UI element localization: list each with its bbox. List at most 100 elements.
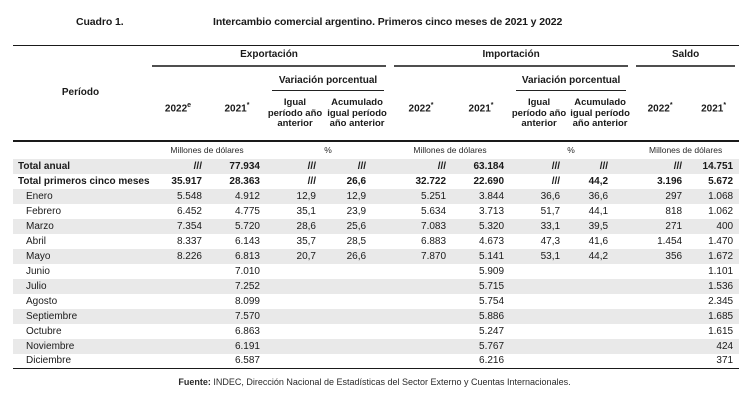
header-row-subcols: Igual período año anterior Acumulado igu… (13, 91, 739, 141)
cell: 297 (665, 190, 683, 202)
cell: 424 (716, 340, 734, 352)
cell: 51,7 (540, 205, 561, 217)
cell (266, 279, 324, 294)
column-header-exp-acumulado: Acumulado igual período año anterior (327, 96, 387, 130)
row-label: Mayo (26, 250, 51, 262)
cell: 5.141 (479, 250, 505, 262)
cell (324, 279, 390, 294)
group-header-importacion: Importación (390, 46, 632, 69)
cell: 818 (665, 205, 683, 217)
cell: 5.715 (479, 280, 505, 292)
units-saldo-millones: Millones de dólares (632, 139, 740, 159)
cell (390, 354, 452, 369)
source-label: Fuente: (178, 377, 211, 387)
cell: 8.099 (234, 295, 260, 307)
cell: 33,1 (540, 220, 561, 232)
row-label: Septiembre (26, 310, 78, 322)
cell: 1.672 (708, 250, 734, 262)
cell: 12,9 (346, 190, 367, 202)
row-label: Total primeros cinco meses (18, 175, 150, 187)
cell: 6.813 (234, 250, 260, 262)
cell: 47,3 (540, 235, 561, 247)
cell (510, 324, 568, 339)
cell: 6.587 (234, 355, 260, 367)
header-row-variacion: 2022e 2021* Variación porcentual 2022* 2… (13, 69, 739, 115)
cell: 22.690 (473, 175, 505, 187)
cell: 1.536 (708, 280, 734, 292)
cell (324, 339, 390, 354)
cell: 63.184 (473, 160, 505, 172)
cell (148, 264, 208, 279)
row-label: Abril (26, 235, 47, 247)
cell (390, 264, 452, 279)
cell: 25,6 (346, 220, 367, 232)
cell (148, 354, 208, 369)
cell (148, 339, 208, 354)
cell: 8.337 (176, 235, 202, 247)
cell: 6.216 (479, 355, 505, 367)
cell (148, 324, 208, 339)
column-header-exp-2021: 2021* (224, 101, 250, 115)
cell (148, 279, 208, 294)
cell (266, 264, 324, 279)
cell: 271 (665, 220, 683, 232)
cell: 35.917 (171, 175, 202, 187)
cell: 5.634 (421, 205, 447, 217)
cell (632, 354, 688, 369)
cell: 5.720 (234, 220, 260, 232)
cell: 7.083 (421, 220, 447, 232)
cell (510, 309, 568, 324)
row-label: Febrero (26, 205, 62, 217)
column-header-imp-2021: 2021* (468, 101, 494, 115)
cell (510, 294, 568, 309)
cell: 26,6 (346, 175, 367, 187)
cell: 35,1 (296, 205, 316, 217)
table-title-text: Intercambio comercial argentino. Primero… (213, 16, 563, 28)
table-row: Mayo 8.226 6.813 20,7 26,6 7.870 5.141 53,1 44,2… (13, 248, 740, 264)
cell (510, 354, 568, 369)
group-header-saldo: Saldo (632, 46, 739, 69)
cell: 20,7 (296, 250, 316, 262)
row-label: Diciembre (26, 355, 72, 367)
cell (390, 309, 452, 324)
units-empty (13, 139, 148, 159)
cell: /// (437, 160, 447, 172)
cell (568, 339, 632, 354)
table-row: Total anual /// 77.934 /// /// /// 63.184 /// //… (13, 158, 740, 174)
cell (324, 324, 390, 339)
cell: 1.101 (708, 265, 734, 277)
cell (148, 294, 208, 309)
row-label: Noviembre (26, 340, 75, 352)
cell: 5.909 (479, 265, 505, 277)
table-row: Septiembre 7.570 5.886 1.685 (13, 308, 740, 324)
cell (632, 264, 688, 279)
cell: 4.673 (479, 235, 505, 247)
table-row: Agosto 8.099 5.754 2.345 (13, 294, 739, 309)
cell (632, 339, 688, 354)
cell: 8.226 (176, 250, 202, 262)
cell (266, 294, 324, 309)
cell: 3.713 (479, 205, 505, 217)
cell: /// (551, 175, 561, 187)
table-row: Marzo 7.354 5.720 28,6 25,6 7.083 5.320 33,1 39,… (13, 218, 740, 234)
row-label: Octubre (26, 325, 62, 337)
cell: 1.068 (708, 190, 734, 202)
cell (510, 264, 568, 279)
units-exp-percent: % (266, 139, 391, 159)
cell (632, 309, 688, 324)
table-row: Total primeros cinco meses 35.917 28.363 //… (13, 174, 739, 189)
cell: 1.470 (708, 235, 734, 247)
subgroup-header-imp-variacion: Variación porcentual (510, 69, 632, 91)
column-header-exp-igual: Igual período año anterior (267, 96, 323, 130)
cell (324, 294, 390, 309)
cell: 3.196 (657, 175, 683, 187)
table-row: Febrero 6.452 4.775 35,1 23,9 5.634 3.713 51,7 4… (13, 204, 739, 219)
row-label: Junio (26, 265, 50, 277)
column-header-imp-2022: 2022* (408, 101, 434, 115)
cell: /// (307, 175, 316, 187)
cell (324, 309, 390, 324)
cell: 6.143 (234, 235, 260, 247)
cell: 32.722 (415, 175, 447, 187)
cell: 26,6 (346, 250, 367, 262)
